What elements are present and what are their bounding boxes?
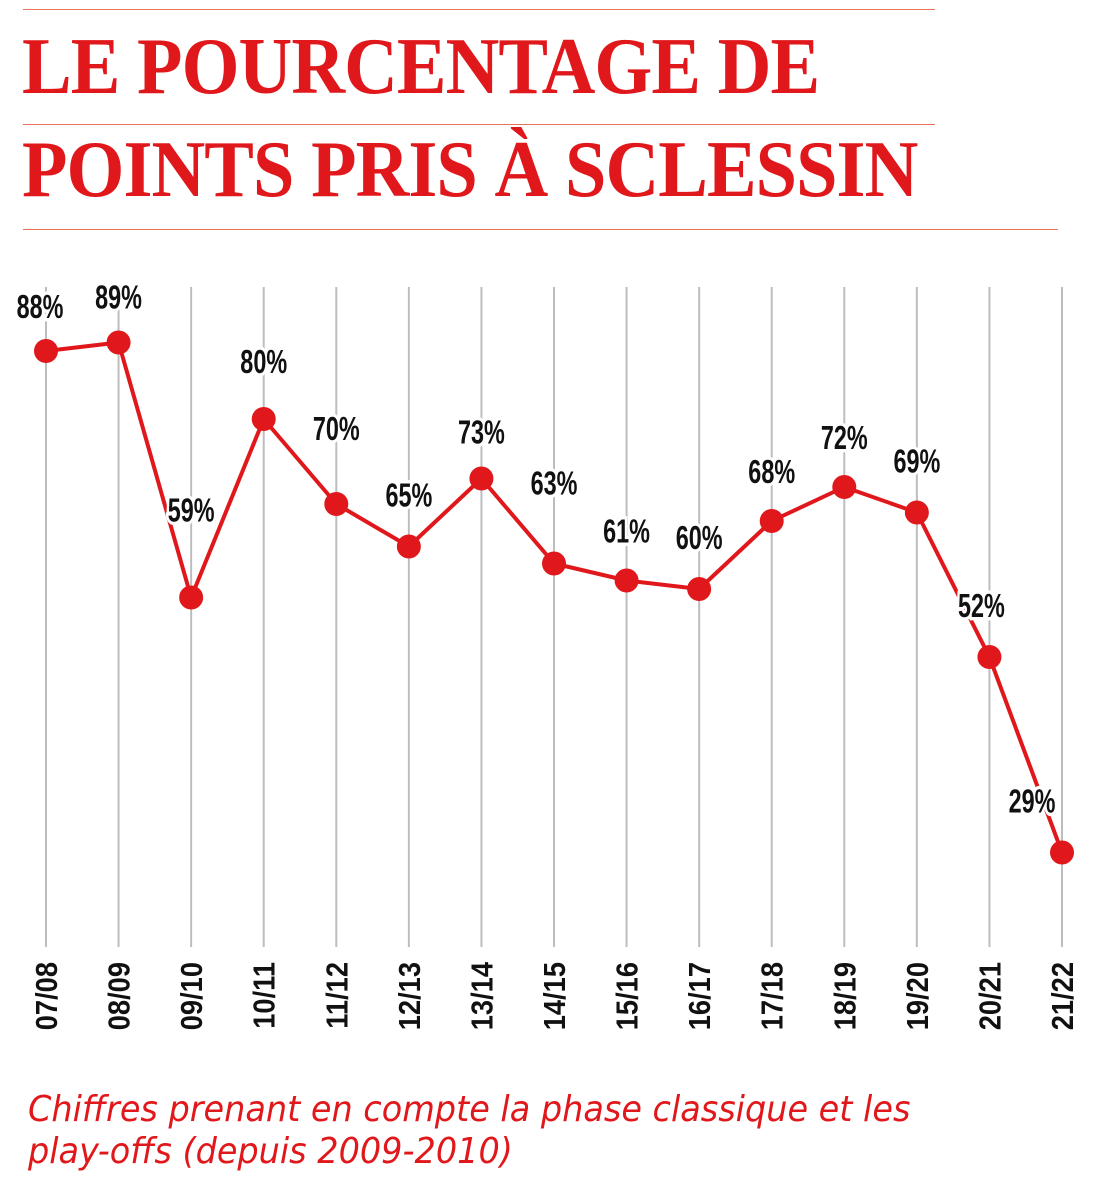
data-point-10-11	[251, 407, 276, 431]
title-rule-bottom	[23, 229, 1058, 230]
data-points	[34, 330, 1074, 865]
data-point-16-17	[687, 577, 712, 601]
data-point-08-09	[106, 330, 131, 355]
tick-label-07-08: 07/08	[30, 962, 64, 1030]
data-label-14-15: 63%	[531, 465, 578, 502]
data-point-18-19	[832, 475, 857, 499]
data-label-07-08: 88%	[17, 289, 64, 326]
data-point-07-08	[34, 339, 58, 363]
data-label-19-20: 69%	[893, 443, 940, 480]
title-rule-middle	[23, 124, 935, 125]
tick-label-18-19: 18/19	[829, 962, 863, 1030]
data-label-16-17: 60%	[676, 520, 723, 557]
title-rule-top	[23, 9, 935, 10]
tick-label-13-14: 13/14	[466, 961, 500, 1030]
data-label-17-18: 68%	[748, 454, 795, 491]
tick-label-17-18: 17/18	[756, 962, 790, 1030]
gridlines	[45, 287, 1063, 947]
tick-label-10-11: 10/11	[248, 962, 282, 1029]
chart-title-line-1: LE POURCENTAGE DE	[22, 23, 820, 111]
data-label-13-14: 73%	[458, 414, 505, 451]
tick-label-09-10: 09/10	[176, 962, 210, 1030]
data-point-09-10	[179, 585, 204, 610]
data-point-20-21	[977, 645, 1002, 669]
data-label-20-21: 52%	[958, 588, 1005, 625]
data-label-18-19: 72%	[821, 420, 868, 457]
data-label-21-22: 29%	[1009, 783, 1056, 820]
data-point-15-16	[614, 568, 639, 593]
data-point-17-18	[759, 509, 784, 533]
data-labels: 88% 89% 59% 80% 70% 65% 73% 63% 61% 60% 68% 72% 69% 5…	[14, 277, 1058, 824]
x-axis-tick-labels: 07/08 08/09 09/10 10/11 11/12 12/13 13/14 14/15…	[30, 961, 1080, 1030]
tick-label-19-20: 19/20	[901, 962, 935, 1030]
data-point-19-20	[904, 500, 929, 525]
data-label-08-09: 89%	[95, 279, 142, 316]
data-point-13-14	[469, 466, 494, 491]
data-label-12-13: 65%	[385, 477, 432, 514]
tick-label-21-22: 21/22	[1046, 962, 1080, 1030]
data-point-12-13	[396, 534, 421, 559]
tick-label-08-09: 08/09	[103, 962, 137, 1030]
tick-label-16-17: 16/17	[684, 962, 718, 1030]
data-label-15-16: 61%	[603, 513, 650, 550]
tick-label-20-21: 20/21	[974, 962, 1008, 1030]
footnote-line-1: Chiffres prenant en compte la phase clas…	[28, 1089, 911, 1130]
data-label-10-11: 80%	[240, 344, 287, 381]
data-point-21-22	[1050, 840, 1074, 865]
footnote-line-2: play-offs (depuis 2009-2010)	[28, 1131, 513, 1172]
tick-label-14-15: 14/15	[538, 962, 572, 1030]
chart-title-line-2: POINTS PRIS À SCLESSIN	[22, 126, 918, 214]
data-point-11-12	[324, 492, 349, 516]
tick-label-11-12: 11/12	[321, 962, 355, 1029]
tick-label-12-13: 12/13	[393, 962, 427, 1030]
data-label-11-12: 70%	[313, 411, 360, 448]
data-label-09-10: 59%	[168, 492, 215, 529]
tick-label-15-16: 15/16	[611, 962, 645, 1030]
data-point-14-15	[542, 551, 566, 576]
